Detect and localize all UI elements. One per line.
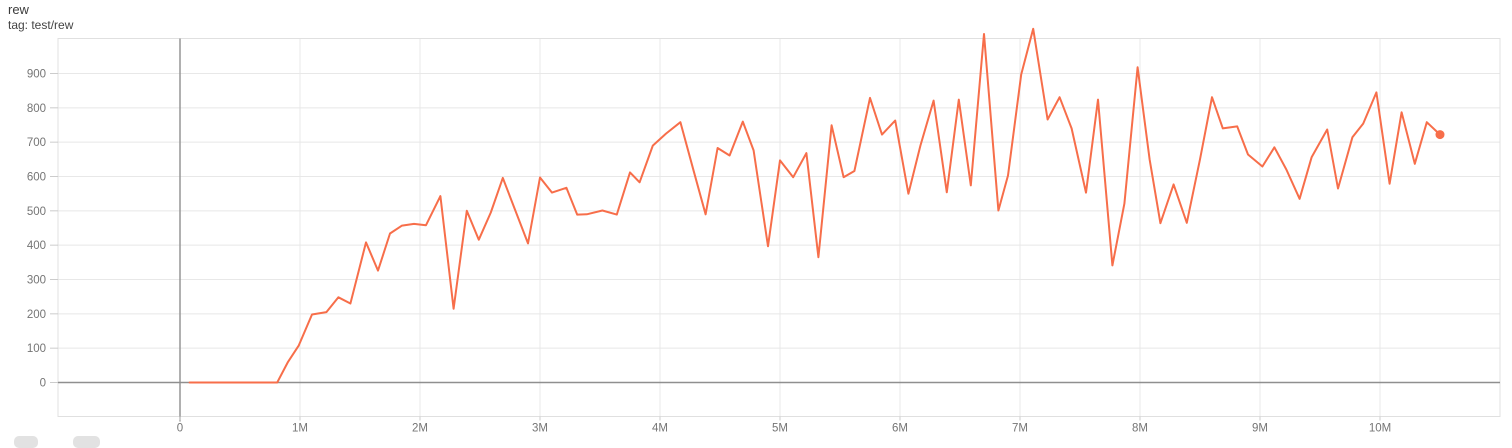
chart-header: rew tag: test/rew: [8, 2, 73, 33]
chart-title: rew: [8, 2, 29, 17]
svg-text:300: 300: [27, 274, 46, 286]
svg-text:9M: 9M: [1252, 423, 1268, 435]
svg-text:1M: 1M: [292, 423, 308, 435]
plot-border: [57, 38, 1501, 417]
svg-text:500: 500: [27, 206, 46, 218]
cutoff-toolbar-button-1[interactable]: [14, 436, 38, 448]
cutoff-toolbar-button-2[interactable]: [73, 436, 100, 448]
svg-text:400: 400: [27, 240, 46, 252]
zero-axis-lines: [58, 38, 1500, 422]
axis-tick-marks: [50, 72, 1381, 421]
svg-text:8M: 8M: [1132, 423, 1148, 435]
svg-text:0: 0: [40, 378, 46, 390]
svg-text:5M: 5M: [772, 423, 788, 435]
svg-text:0: 0: [177, 423, 183, 435]
rew-series-line: [188, 27, 1441, 384]
svg-text:7M: 7M: [1012, 423, 1028, 435]
y-axis-labels: 0 100 200 300 400 500 600 700 800 900: [27, 68, 46, 389]
x-axis-labels: 0 1M 2M 3M 4M 5M 6M 7M 8M 9M 10M: [177, 423, 1391, 435]
svg-text:2M: 2M: [412, 423, 428, 435]
svg-text:800: 800: [27, 103, 46, 115]
gridlines: [58, 38, 1500, 417]
svg-text:200: 200: [27, 309, 46, 321]
svg-text:6M: 6M: [892, 423, 908, 435]
svg-text:100: 100: [27, 343, 46, 355]
last-point-marker: [1435, 130, 1445, 140]
svg-text:3M: 3M: [532, 423, 548, 435]
svg-text:600: 600: [27, 171, 46, 183]
svg-text:900: 900: [27, 68, 46, 80]
chart-tag-subtitle: tag: test/rew: [8, 18, 74, 32]
svg-text:4M: 4M: [652, 423, 668, 435]
svg-text:10M: 10M: [1369, 423, 1391, 435]
svg-text:700: 700: [27, 137, 46, 149]
